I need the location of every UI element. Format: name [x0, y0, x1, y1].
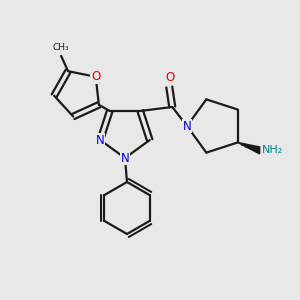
Text: N: N [96, 134, 105, 146]
Text: N: N [121, 152, 129, 164]
Text: CH₃: CH₃ [53, 44, 69, 52]
Text: O: O [166, 71, 175, 85]
Polygon shape [238, 142, 260, 154]
Text: O: O [91, 70, 100, 83]
Text: NH₂: NH₂ [262, 146, 283, 155]
Text: N: N [183, 119, 191, 133]
